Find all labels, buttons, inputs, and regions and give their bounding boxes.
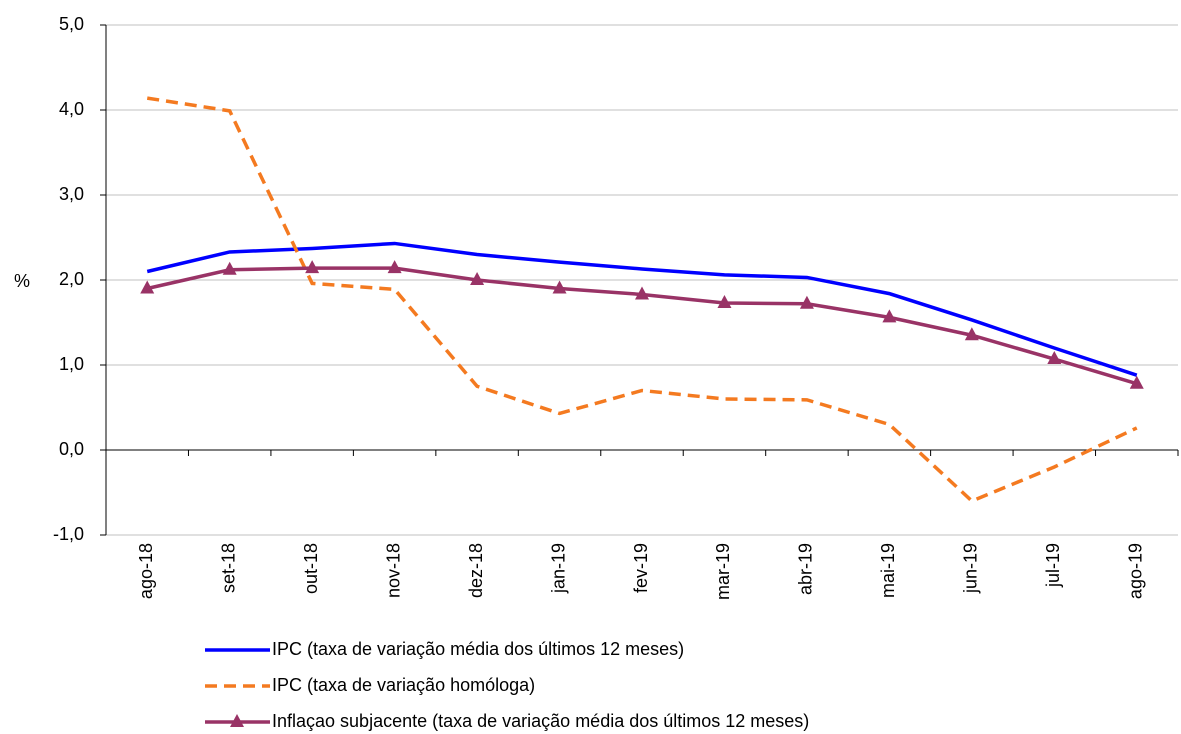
legend-marker (230, 714, 244, 727)
x-tick-label: nov-18 (383, 543, 403, 598)
legend-label: IPC (taxa de variação homóloga) (272, 675, 535, 695)
x-tick-label: jul-19 (1043, 543, 1063, 588)
x-tick-label: fev-19 (631, 543, 651, 593)
y-tick-label: 1,0 (59, 354, 84, 374)
point-marker (717, 294, 732, 308)
y-axis-label: % (14, 271, 30, 291)
series-line (146, 241, 1138, 377)
point-marker (799, 295, 814, 309)
point-marker (140, 280, 155, 294)
x-tick-label: jan-19 (548, 543, 568, 594)
x-tick-label: dez-18 (466, 543, 486, 598)
point-marker (305, 260, 320, 274)
point-marker (1129, 375, 1144, 389)
point-marker (635, 286, 649, 300)
x-tick-label: abr-19 (796, 543, 816, 595)
y-tick-label: 2,0 (59, 269, 84, 289)
point-marker (552, 280, 567, 294)
y-tick-label: 5,0 (59, 14, 84, 34)
y-tick-label: 3,0 (59, 184, 84, 204)
point-marker (1047, 351, 1062, 365)
y-tick-label: 4,0 (59, 99, 84, 119)
x-tick-label: mar-19 (713, 543, 733, 600)
point-marker (222, 261, 237, 275)
legend-label: IPC (taxa de variação média dos últimos … (272, 639, 684, 659)
x-tick-label: ago-19 (1126, 543, 1146, 599)
x-tick-label: ago-18 (136, 543, 156, 599)
x-tick-label: mai-19 (878, 543, 898, 598)
y-tick-label: -1,0 (53, 524, 84, 544)
x-tick-label: out-18 (301, 543, 321, 594)
x-tick-label: jun-19 (961, 543, 981, 594)
point-marker (964, 327, 979, 341)
x-tick-label: set-18 (218, 543, 238, 593)
point-marker (882, 309, 897, 323)
point-marker (470, 272, 485, 285)
y-tick-label: 0,0 (59, 439, 84, 459)
legend-label: Inflaçao subjacente (taxa de variação mé… (272, 711, 809, 731)
point-marker (387, 260, 402, 274)
series-line (146, 96, 1138, 504)
